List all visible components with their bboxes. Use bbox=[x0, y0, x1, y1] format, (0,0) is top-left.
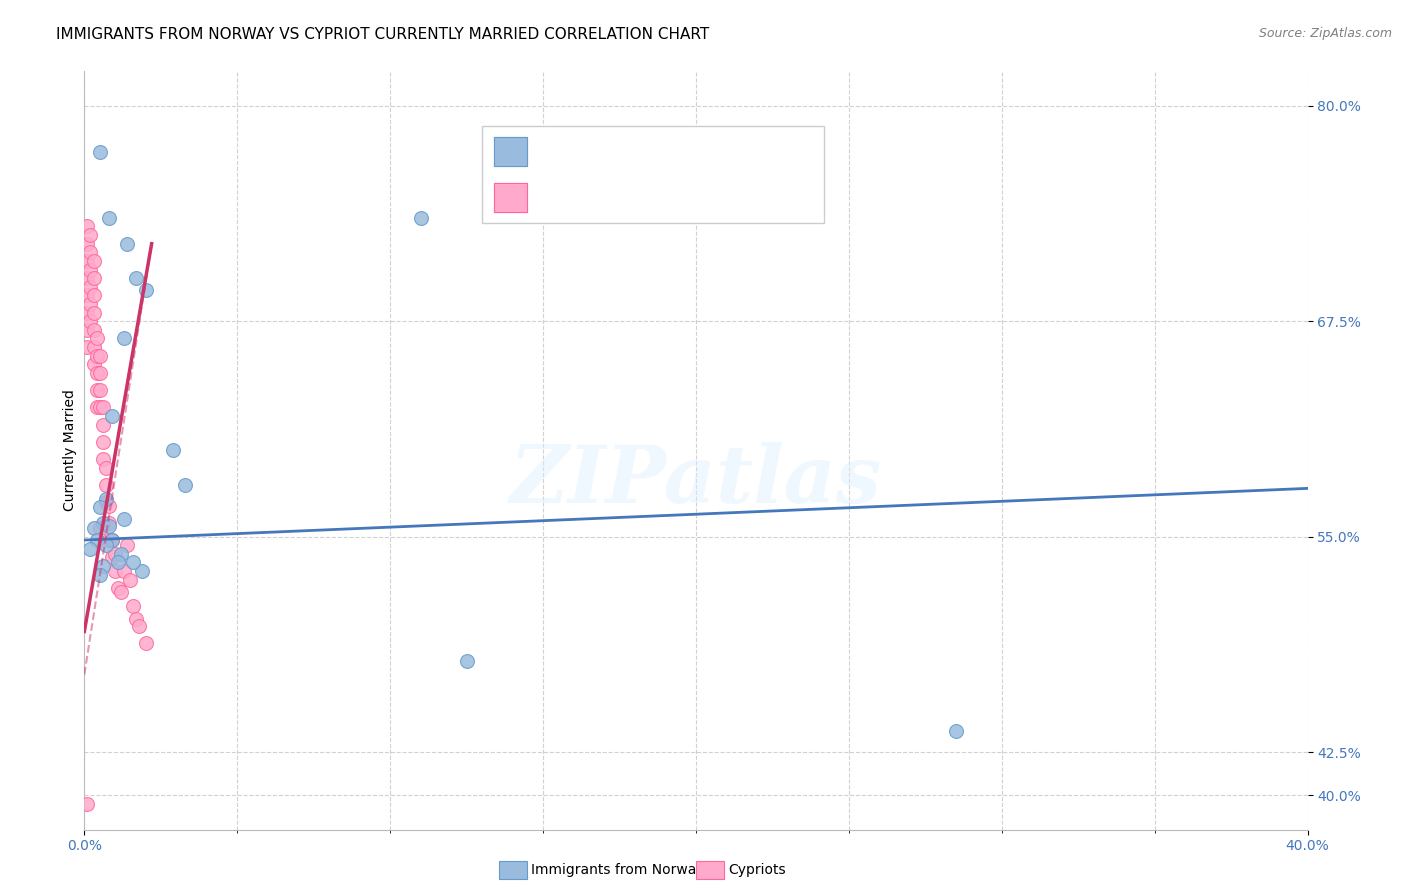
Point bbox=[162, 443, 184, 458]
Point bbox=[945, 724, 967, 739]
Point bbox=[115, 538, 138, 552]
Point bbox=[83, 357, 105, 371]
Point bbox=[131, 564, 153, 578]
Point bbox=[135, 283, 157, 297]
Point bbox=[104, 564, 127, 578]
Point bbox=[76, 305, 98, 319]
Point bbox=[122, 599, 145, 613]
Point bbox=[101, 533, 124, 547]
Point bbox=[89, 401, 111, 415]
Point bbox=[79, 541, 101, 556]
Point bbox=[79, 297, 101, 311]
Point bbox=[104, 547, 127, 561]
FancyBboxPatch shape bbox=[494, 183, 527, 211]
FancyBboxPatch shape bbox=[494, 137, 527, 166]
Point bbox=[76, 831, 98, 846]
Point bbox=[91, 452, 114, 467]
Point bbox=[135, 636, 157, 650]
Point bbox=[97, 519, 120, 533]
Point bbox=[86, 331, 108, 345]
Point bbox=[115, 236, 138, 251]
Point bbox=[89, 145, 111, 160]
Text: Cypriots: Cypriots bbox=[728, 863, 786, 877]
Point bbox=[91, 401, 114, 415]
Point bbox=[112, 564, 135, 578]
FancyBboxPatch shape bbox=[494, 137, 527, 166]
Point bbox=[101, 533, 124, 547]
Point bbox=[122, 556, 145, 570]
Point bbox=[86, 533, 108, 547]
Point bbox=[83, 271, 105, 285]
Text: R = 0.444   N = 56: R = 0.444 N = 56 bbox=[540, 188, 710, 206]
Point bbox=[83, 288, 105, 302]
Point bbox=[97, 499, 120, 513]
Text: ZIPatlas: ZIPatlas bbox=[510, 442, 882, 519]
Point bbox=[89, 567, 111, 582]
Text: IMMIGRANTS FROM NORWAY VS CYPRIOT CURRENTLY MARRIED CORRELATION CHART: IMMIGRANTS FROM NORWAY VS CYPRIOT CURREN… bbox=[56, 27, 710, 42]
Point bbox=[125, 612, 148, 626]
Point bbox=[76, 254, 98, 268]
Point bbox=[76, 323, 98, 337]
Text: Immigrants from Norway: Immigrants from Norway bbox=[531, 863, 704, 877]
Point bbox=[112, 331, 135, 345]
Point bbox=[94, 460, 117, 475]
Point bbox=[89, 500, 111, 515]
Point bbox=[107, 582, 129, 596]
Point bbox=[76, 219, 98, 234]
Text: Source: ZipAtlas.com: Source: ZipAtlas.com bbox=[1258, 27, 1392, 40]
Point bbox=[83, 521, 105, 535]
Point bbox=[94, 495, 117, 509]
Point bbox=[79, 279, 101, 293]
Point bbox=[101, 550, 124, 565]
Point bbox=[89, 383, 111, 397]
Point bbox=[83, 305, 105, 319]
Point bbox=[107, 556, 129, 570]
Point bbox=[91, 417, 114, 432]
Point bbox=[89, 349, 111, 363]
Point bbox=[76, 797, 98, 811]
Point bbox=[94, 491, 117, 506]
Y-axis label: Currently Married: Currently Married bbox=[63, 390, 77, 511]
Point bbox=[94, 538, 117, 552]
Point bbox=[112, 512, 135, 526]
Point bbox=[79, 314, 101, 328]
Text: R = 0.039   N = 28: R = 0.039 N = 28 bbox=[540, 143, 710, 161]
Point bbox=[79, 262, 101, 277]
Point bbox=[128, 619, 150, 633]
Point bbox=[76, 340, 98, 354]
Point bbox=[86, 349, 108, 363]
Point bbox=[86, 383, 108, 397]
Point bbox=[86, 366, 108, 380]
Point bbox=[83, 340, 105, 354]
Point bbox=[409, 211, 432, 225]
Point bbox=[97, 533, 120, 547]
Point bbox=[101, 409, 124, 423]
Point bbox=[91, 558, 114, 573]
Point bbox=[97, 211, 120, 225]
Point bbox=[86, 401, 108, 415]
Point bbox=[79, 228, 101, 243]
Point bbox=[79, 245, 101, 260]
Point bbox=[174, 478, 197, 492]
Point bbox=[89, 366, 111, 380]
Point bbox=[110, 547, 132, 561]
Point bbox=[83, 254, 105, 268]
Point bbox=[89, 521, 111, 535]
Point bbox=[120, 573, 142, 587]
Point bbox=[94, 478, 117, 492]
Point bbox=[91, 516, 114, 530]
Point bbox=[83, 323, 105, 337]
Point bbox=[125, 271, 148, 285]
Point bbox=[76, 288, 98, 302]
Point bbox=[97, 516, 120, 530]
Point bbox=[76, 271, 98, 285]
Point bbox=[110, 584, 132, 599]
Point bbox=[76, 236, 98, 251]
Point bbox=[456, 654, 478, 668]
FancyBboxPatch shape bbox=[494, 183, 527, 211]
FancyBboxPatch shape bbox=[482, 126, 824, 223]
Point bbox=[91, 434, 114, 449]
